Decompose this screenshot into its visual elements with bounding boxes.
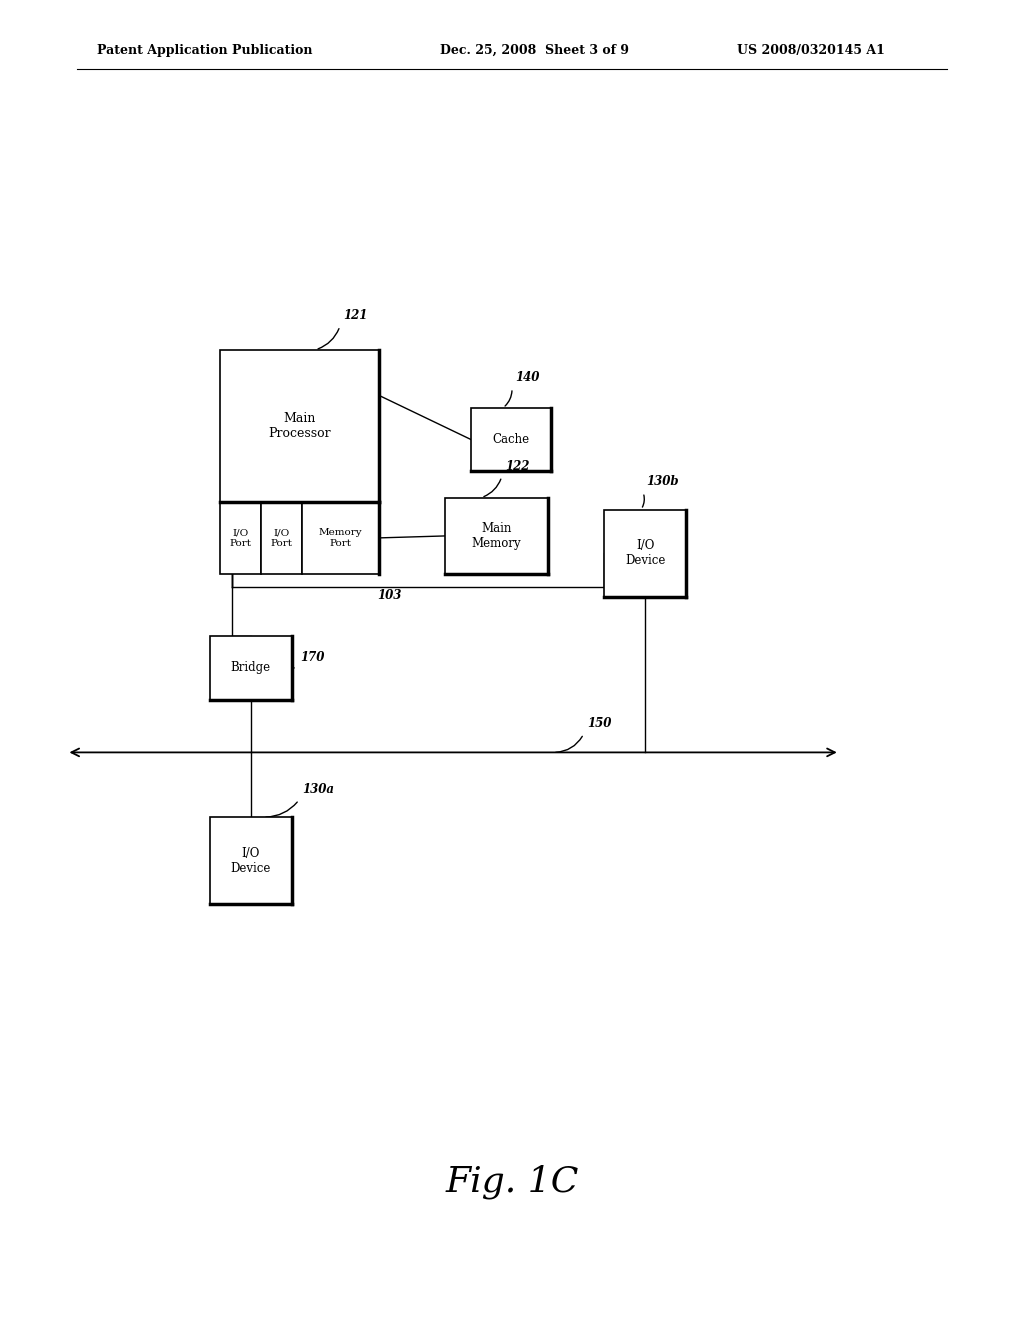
Text: Main
Memory: Main Memory: [472, 521, 521, 550]
Bar: [471, 408, 551, 471]
Bar: [445, 498, 548, 574]
Text: 140: 140: [515, 371, 540, 384]
Text: Patent Application Publication: Patent Application Publication: [97, 44, 312, 57]
Text: 130a: 130a: [302, 783, 334, 796]
Text: Main
Processor: Main Processor: [268, 412, 331, 440]
Text: Bridge: Bridge: [230, 661, 271, 675]
Bar: [220, 350, 379, 502]
Bar: [210, 636, 292, 700]
Bar: [210, 817, 292, 904]
Bar: [302, 502, 379, 574]
Text: 122: 122: [505, 459, 529, 473]
Bar: [261, 502, 302, 574]
Text: 150: 150: [587, 717, 611, 730]
Text: 121: 121: [343, 309, 368, 322]
Text: 130b: 130b: [646, 475, 679, 488]
Bar: [220, 502, 261, 574]
Text: I/O
Device: I/O Device: [625, 539, 666, 568]
Text: I/O
Port: I/O Port: [229, 528, 252, 548]
Text: US 2008/0320145 A1: US 2008/0320145 A1: [737, 44, 885, 57]
Bar: [604, 510, 686, 597]
Text: Fig. 1C: Fig. 1C: [445, 1164, 579, 1199]
Text: Cache: Cache: [493, 433, 529, 446]
Text: Dec. 25, 2008  Sheet 3 of 9: Dec. 25, 2008 Sheet 3 of 9: [440, 44, 630, 57]
Text: 170: 170: [300, 651, 325, 664]
Text: I/O
Device: I/O Device: [230, 846, 271, 875]
Text: 103: 103: [377, 589, 401, 602]
Text: Memory
Port: Memory Port: [318, 528, 362, 548]
Text: I/O
Port: I/O Port: [270, 528, 293, 548]
